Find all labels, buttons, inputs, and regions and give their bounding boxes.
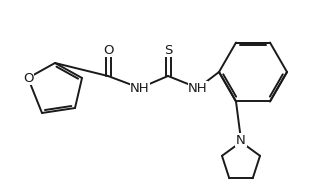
Text: O: O — [23, 71, 33, 85]
Text: S: S — [164, 44, 172, 56]
Text: O: O — [103, 44, 113, 56]
Text: N: N — [236, 134, 246, 146]
Text: NH: NH — [188, 82, 208, 94]
Text: NH: NH — [130, 82, 150, 94]
